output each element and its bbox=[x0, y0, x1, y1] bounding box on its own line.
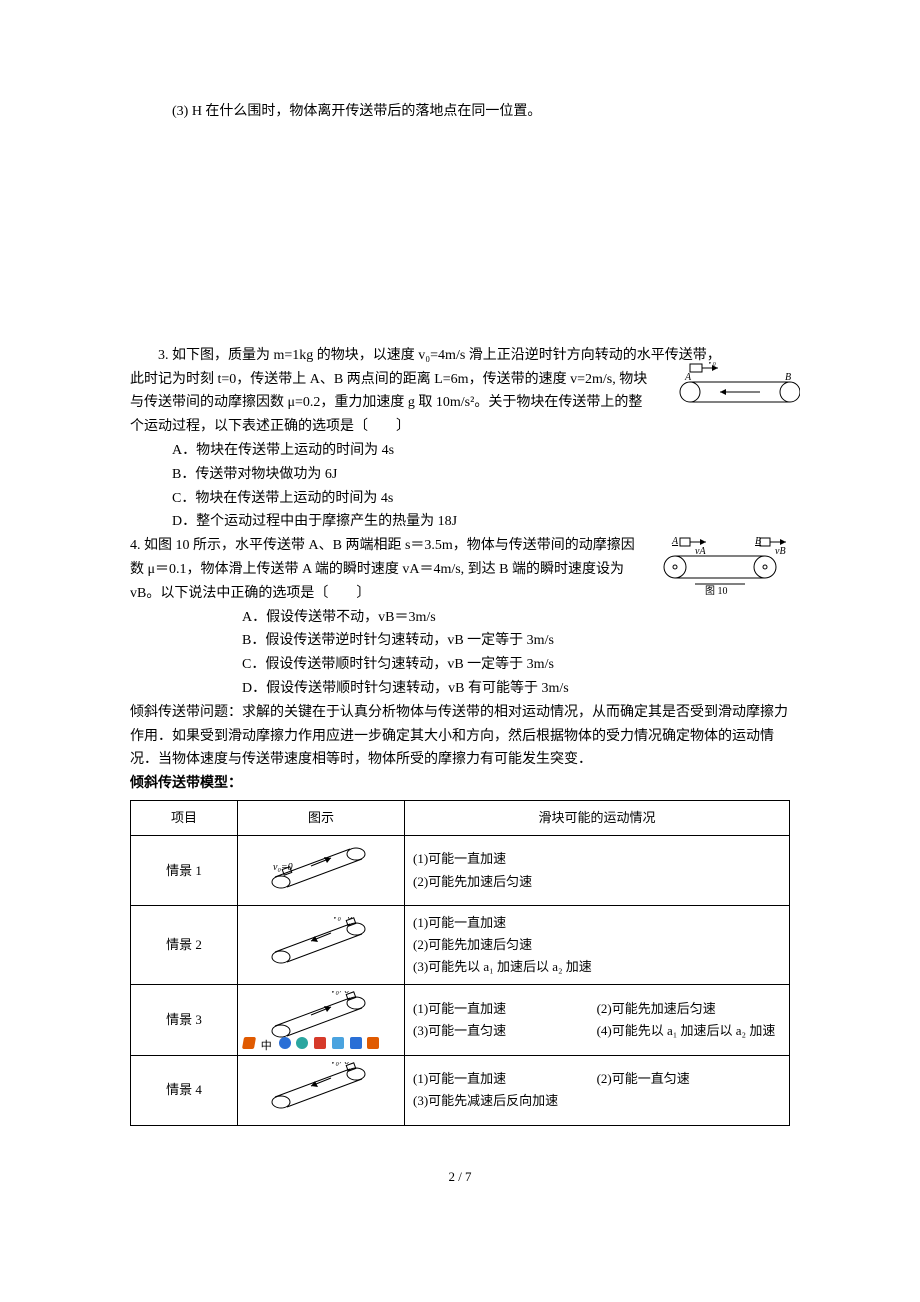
row4-fig: v₀≠0 bbox=[238, 1055, 405, 1125]
question-3-sub: (3) H 在什么围时，物体离开传送带后的落地点在同一位置。 bbox=[130, 100, 790, 124]
q3-option-a: A．物块在传送带上运动的时间为 4s bbox=[172, 439, 790, 463]
case-text: (1)可能一直加速 bbox=[413, 848, 781, 870]
case-text: (2)可能先加速后匀速 bbox=[597, 998, 777, 1020]
row3-fig: v₀≠0 中 bbox=[238, 985, 405, 1055]
th-item: 项目 bbox=[131, 800, 238, 835]
question-4: A B vA vB 图 10 4. 如图 10 所示，水平传送带 A、 bbox=[130, 534, 790, 701]
svg-text:v₀=0: v₀=0 bbox=[273, 862, 293, 873]
incline-icon: v₀=0 bbox=[261, 842, 381, 892]
incline-icon: v₀≠0 bbox=[261, 1062, 381, 1112]
table-row: 情景 2 v₀=0 (1)可能一直加速 (2)可能先加速 bbox=[131, 906, 790, 985]
case-text: (1)可能一直加速 bbox=[413, 998, 593, 1020]
table-row: 情景 1 v₀=0 (1)可能一直加速 (2)可能先加速 bbox=[131, 836, 790, 906]
svg-text:vB: vB bbox=[775, 546, 786, 557]
svg-text:v₀≠0: v₀≠0 bbox=[331, 991, 349, 996]
svg-text:vA: vA bbox=[695, 546, 706, 557]
table-header-row: 项目 图示 滑块可能的运动情况 bbox=[131, 800, 790, 835]
row4-cases: (1)可能一直加速 (2)可能一直匀速 (3)可能先减速后反向加速 bbox=[405, 1055, 790, 1125]
case-text: (3)可能一直匀速 bbox=[413, 1020, 593, 1042]
question-3: v₀ A B 3. 如下图，质量为 m=1kg 的物块，以速度 v₀=4m/s … bbox=[130, 344, 790, 534]
row4-item: 情景 4 bbox=[131, 1055, 238, 1125]
label-b: B bbox=[785, 372, 791, 383]
page-number: 2 / 7 bbox=[130, 1166, 790, 1188]
svg-text:v₀≠0: v₀≠0 bbox=[331, 1062, 349, 1067]
row3-item: 情景 3 bbox=[131, 985, 238, 1055]
svg-text:v₀=0: v₀=0 bbox=[333, 917, 353, 922]
svg-text:A: A bbox=[671, 536, 679, 547]
case-text: (3)可能先减速后反向加速 bbox=[413, 1090, 781, 1112]
q4-option-c: C．假设传送带顺时针匀速转动，vB 一定等于 3m/s bbox=[242, 653, 790, 677]
case-text: (2)可能一直匀速 bbox=[597, 1068, 777, 1090]
q3-options: A．物块在传送带上运动的时间为 4s B．传送带对物块做功为 6J C．物块在传… bbox=[130, 439, 790, 534]
table-row: 情景 4 v₀≠0 (1)可能一直加速 bbox=[131, 1055, 790, 1125]
page: (3) H 在什么围时，物体离开传送带后的落地点在同一位置。 v₀ A B 3.… bbox=[0, 0, 920, 1228]
incline-intro: 倾斜传送带问题：求解的关键在于认真分析物体与传送带的相对运动情况，从而确定其是否… bbox=[130, 701, 790, 772]
belt-figure-1: v₀ A B bbox=[670, 362, 800, 412]
q4-option-b: B．假设传送带逆时针匀速转动，vB 一定等于 3m/s bbox=[242, 629, 790, 653]
incline-model-table: 项目 图示 滑块可能的运动情况 情景 1 v bbox=[130, 800, 790, 1126]
incline-title: 倾斜传送带模型： bbox=[130, 772, 790, 796]
q4-option-a: A．假设传送带不动，vB＝3m/s bbox=[242, 606, 790, 630]
table-row: 情景 3 v₀≠0 中 bbox=[131, 985, 790, 1055]
belt-figure-2: A B vA vB 图 10 bbox=[650, 534, 800, 604]
row2-cases: (1)可能一直加速 (2)可能先加速后匀速 (3)可能先以 a₁ 加速后以 a₂… bbox=[405, 906, 790, 985]
row1-cases: (1)可能一直加速 (2)可能先加速后匀速 bbox=[405, 836, 790, 906]
case-text: (1)可能一直加速 bbox=[413, 912, 781, 934]
watermark: 中 bbox=[242, 1034, 380, 1053]
row2-fig: v₀=0 bbox=[238, 906, 405, 985]
row1-item: 情景 1 bbox=[131, 836, 238, 906]
q3-option-c: C．物块在传送带上运动的时间为 4s bbox=[172, 487, 790, 511]
q3-option-d: D．整个运动过程中由于摩擦产生的热量为 18J bbox=[172, 510, 790, 534]
incline-icon: v₀=0 bbox=[261, 917, 381, 967]
case-text: (4)可能先以 a₁ 加速后以 a₂ 加速 bbox=[597, 1020, 777, 1042]
q4-option-d: D．假设传送带顺时针匀速转动，vB 有可能等于 3m/s bbox=[242, 677, 790, 701]
q3-option-b: B．传送带对物块做功为 6J bbox=[172, 463, 790, 487]
th-cases: 滑块可能的运动情况 bbox=[405, 800, 790, 835]
row1-fig: v₀=0 bbox=[238, 836, 405, 906]
row3-cases: (1)可能一直加速 (2)可能先加速后匀速 (3)可能一直匀速 (4)可能先以 … bbox=[405, 985, 790, 1055]
case-text: (1)可能一直加速 bbox=[413, 1068, 593, 1090]
case-text: (3)可能先以 a₁ 加速后以 a₂ 加速 bbox=[413, 956, 781, 978]
case-text: (2)可能先加速后匀速 bbox=[413, 871, 781, 893]
case-text: (2)可能先加速后匀速 bbox=[413, 934, 781, 956]
svg-text:v₀: v₀ bbox=[708, 362, 716, 367]
row2-item: 情景 2 bbox=[131, 906, 238, 985]
q4-options: A．假设传送带不动，vB＝3m/s B．假设传送带逆时针匀速转动，vB 一定等于… bbox=[130, 606, 790, 701]
th-fig: 图示 bbox=[238, 800, 405, 835]
fig10-caption: 图 10 bbox=[705, 585, 728, 597]
label-a: A bbox=[684, 372, 692, 383]
